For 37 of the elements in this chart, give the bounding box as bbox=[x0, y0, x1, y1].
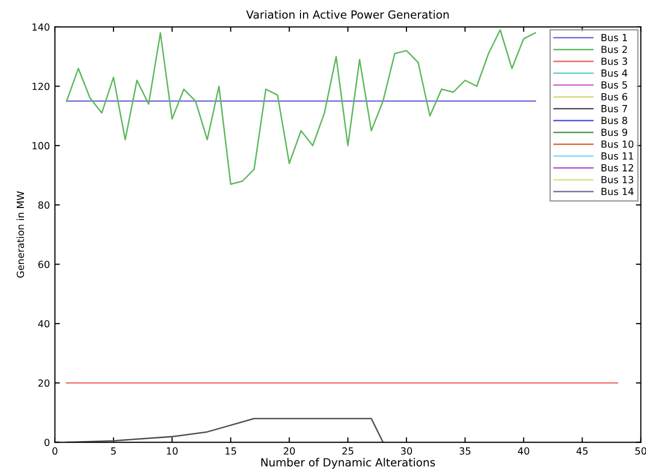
legend-label: Bus 8 bbox=[602, 116, 628, 124]
x-tick-label: 20 bbox=[284, 447, 295, 455]
x-tick-label: 40 bbox=[518, 447, 530, 455]
legend-label: Bus 2 bbox=[602, 46, 627, 54]
x-tick-label: 45 bbox=[576, 447, 588, 455]
legend-label: Bus 3 bbox=[602, 58, 628, 65]
legend-label: Bus 13 bbox=[602, 176, 634, 184]
y-tick-label: 120 bbox=[32, 82, 50, 90]
x-tick-label: 35 bbox=[460, 447, 470, 455]
y-axis-title: Generation in MW bbox=[16, 191, 24, 278]
y-tick-label: 60 bbox=[38, 260, 50, 268]
y-tick-label: 40 bbox=[38, 320, 50, 328]
y-tick-label: 140 bbox=[32, 23, 50, 31]
x-tick-label: 50 bbox=[635, 447, 646, 455]
legend-label: Bus 12 bbox=[602, 164, 634, 172]
y-tick-label: 80 bbox=[38, 201, 50, 209]
legend-label: Bus 6 bbox=[602, 93, 628, 100]
legend-label: Bus 4 bbox=[602, 70, 628, 77]
legend-label: Bus 14 bbox=[602, 188, 634, 196]
x-axis-title: Number of Dynamic Alterations bbox=[261, 458, 435, 469]
chart-title: Variation in Active Power Generation bbox=[246, 10, 449, 19]
y-tick-label: 0 bbox=[44, 438, 50, 446]
x-tick-label: 30 bbox=[401, 447, 412, 455]
legend-label: Bus 1 bbox=[602, 34, 627, 42]
legend-label: Bus 5 bbox=[602, 81, 627, 89]
x-tick-label: 5 bbox=[111, 447, 116, 455]
legend-label: Bus 7 bbox=[602, 105, 628, 112]
x-tick-label: 0 bbox=[52, 447, 58, 455]
legend-label: Bus 11 bbox=[602, 152, 634, 160]
legend-label: Bus 10 bbox=[602, 140, 634, 148]
line-series bbox=[66, 29, 536, 185]
x-tick-label: 25 bbox=[342, 447, 354, 455]
y-tick-label: 20 bbox=[38, 379, 50, 387]
x-tick-label: 10 bbox=[166, 447, 178, 455]
y-tick-label: 100 bbox=[32, 142, 50, 150]
legend-label: Bus 9 bbox=[602, 128, 628, 136]
x-tick-label: 15 bbox=[226, 447, 236, 455]
